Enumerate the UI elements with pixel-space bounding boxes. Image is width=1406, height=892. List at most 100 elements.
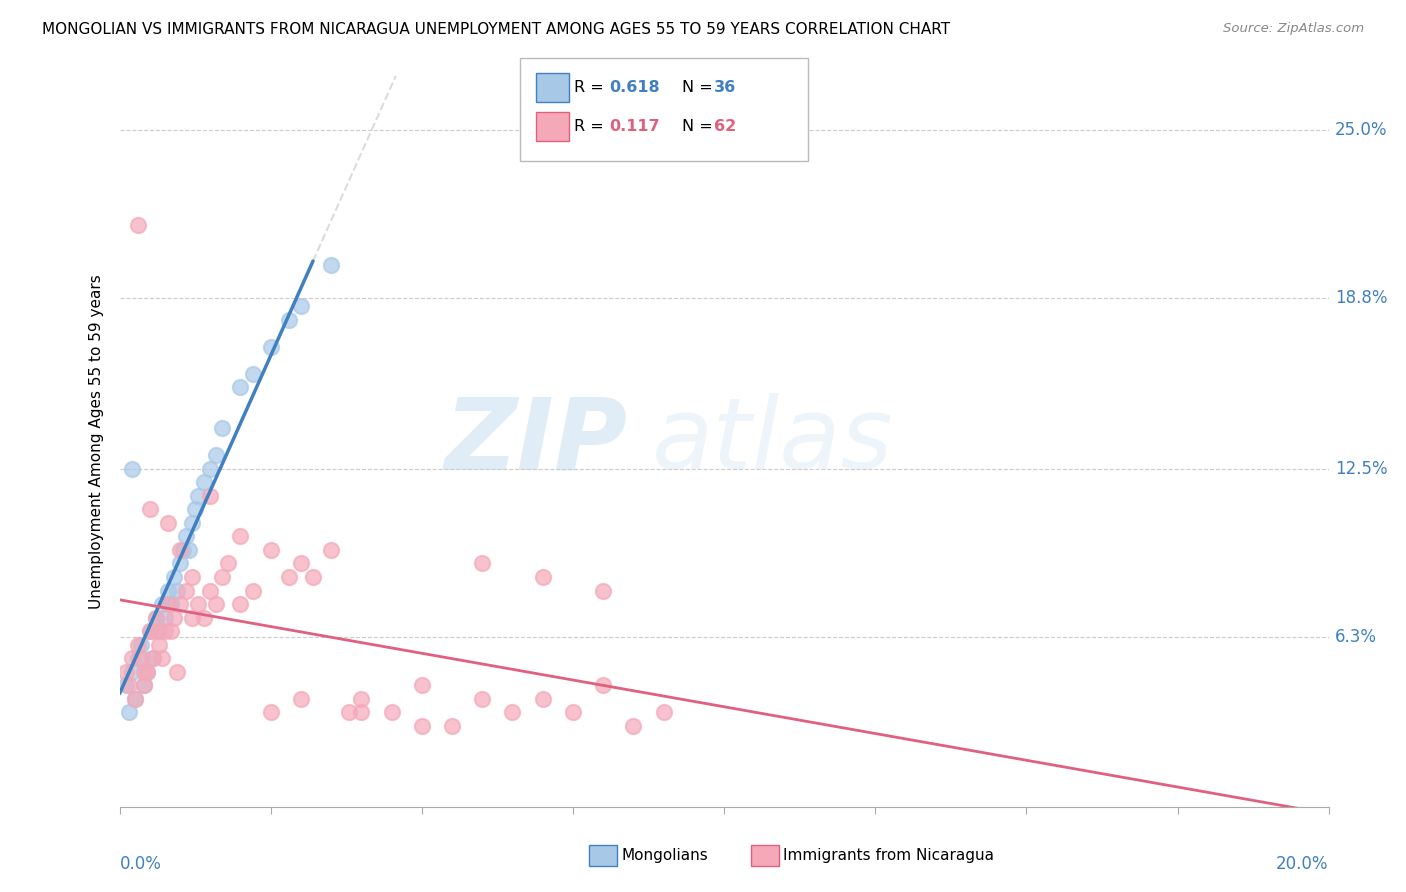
- Point: [174, 529, 197, 543]
- Point: [145, 624, 167, 639]
- Text: ZIP: ZIP: [444, 393, 627, 490]
- Point: [205, 597, 228, 611]
- Point: [138, 624, 162, 639]
- Point: [142, 651, 165, 665]
- Text: Mongolians: Mongolians: [621, 848, 709, 863]
- Point: [145, 610, 167, 624]
- Point: [229, 380, 252, 394]
- Point: [205, 448, 228, 462]
- Point: [148, 624, 170, 639]
- Point: [160, 597, 183, 611]
- Point: [121, 651, 143, 665]
- Point: [380, 706, 402, 720]
- Point: [411, 719, 433, 733]
- Point: [193, 610, 215, 624]
- Point: [501, 706, 523, 720]
- Text: 20.0%: 20.0%: [1277, 855, 1329, 872]
- Point: [117, 678, 139, 692]
- Point: [127, 218, 149, 232]
- Point: [350, 692, 373, 706]
- Point: [211, 421, 233, 435]
- Text: Immigrants from Nicaragua: Immigrants from Nicaragua: [783, 848, 994, 863]
- Point: [138, 624, 162, 639]
- Point: [169, 557, 191, 571]
- Point: [592, 583, 614, 598]
- Point: [259, 542, 281, 557]
- Point: [124, 692, 146, 706]
- Point: [166, 665, 188, 679]
- Point: [562, 706, 585, 720]
- Text: MONGOLIAN VS IMMIGRANTS FROM NICARAGUA UNEMPLOYMENT AMONG AGES 55 TO 59 YEARS CO: MONGOLIAN VS IMMIGRANTS FROM NICARAGUA U…: [42, 22, 950, 37]
- Text: 0.618: 0.618: [609, 80, 659, 95]
- Point: [217, 557, 239, 571]
- Point: [229, 597, 252, 611]
- Point: [160, 624, 183, 639]
- Point: [121, 461, 143, 475]
- Point: [350, 706, 373, 720]
- Point: [321, 259, 343, 273]
- Text: 18.8%: 18.8%: [1334, 289, 1388, 307]
- Point: [156, 516, 179, 530]
- Point: [169, 542, 191, 557]
- Point: [135, 665, 157, 679]
- Point: [302, 570, 325, 584]
- Point: [156, 597, 179, 611]
- Point: [277, 312, 299, 326]
- Point: [187, 489, 209, 503]
- Point: [471, 557, 494, 571]
- Point: [531, 692, 554, 706]
- Point: [153, 624, 176, 639]
- Point: [259, 706, 281, 720]
- Point: [127, 651, 149, 665]
- Point: [150, 651, 173, 665]
- Point: [181, 570, 204, 584]
- Text: 0.117: 0.117: [609, 120, 659, 134]
- Text: Source: ZipAtlas.com: Source: ZipAtlas.com: [1223, 22, 1364, 36]
- Point: [132, 665, 155, 679]
- Point: [242, 367, 264, 381]
- Point: [172, 542, 194, 557]
- Point: [169, 597, 191, 611]
- Point: [156, 583, 179, 598]
- Point: [127, 638, 149, 652]
- Point: [290, 299, 312, 313]
- Point: [193, 475, 215, 490]
- Point: [142, 651, 165, 665]
- Point: [200, 461, 222, 475]
- Point: [652, 706, 675, 720]
- Point: [148, 638, 170, 652]
- Point: [129, 651, 152, 665]
- Point: [163, 610, 186, 624]
- Point: [187, 597, 209, 611]
- Point: [181, 610, 204, 624]
- Text: 36: 36: [714, 80, 737, 95]
- Point: [471, 692, 494, 706]
- Point: [242, 583, 264, 598]
- Point: [337, 706, 360, 720]
- Text: 0.0%: 0.0%: [120, 855, 162, 872]
- Text: 12.5%: 12.5%: [1334, 459, 1388, 477]
- Text: atlas: atlas: [651, 393, 893, 490]
- Point: [114, 665, 136, 679]
- Text: 25.0%: 25.0%: [1334, 121, 1388, 139]
- Point: [321, 542, 343, 557]
- Text: R =: R =: [574, 80, 609, 95]
- Point: [184, 502, 207, 516]
- Point: [200, 489, 222, 503]
- Point: [145, 610, 167, 624]
- Point: [211, 570, 233, 584]
- Point: [117, 706, 139, 720]
- Point: [411, 678, 433, 692]
- Point: [531, 570, 554, 584]
- Point: [132, 678, 155, 692]
- Y-axis label: Unemployment Among Ages 55 to 59 years: Unemployment Among Ages 55 to 59 years: [89, 274, 104, 609]
- Point: [132, 678, 155, 692]
- Point: [592, 678, 614, 692]
- Point: [181, 516, 204, 530]
- Point: [200, 583, 222, 598]
- Point: [277, 570, 299, 584]
- Point: [290, 557, 312, 571]
- Point: [121, 665, 143, 679]
- Point: [166, 583, 188, 598]
- Point: [138, 502, 162, 516]
